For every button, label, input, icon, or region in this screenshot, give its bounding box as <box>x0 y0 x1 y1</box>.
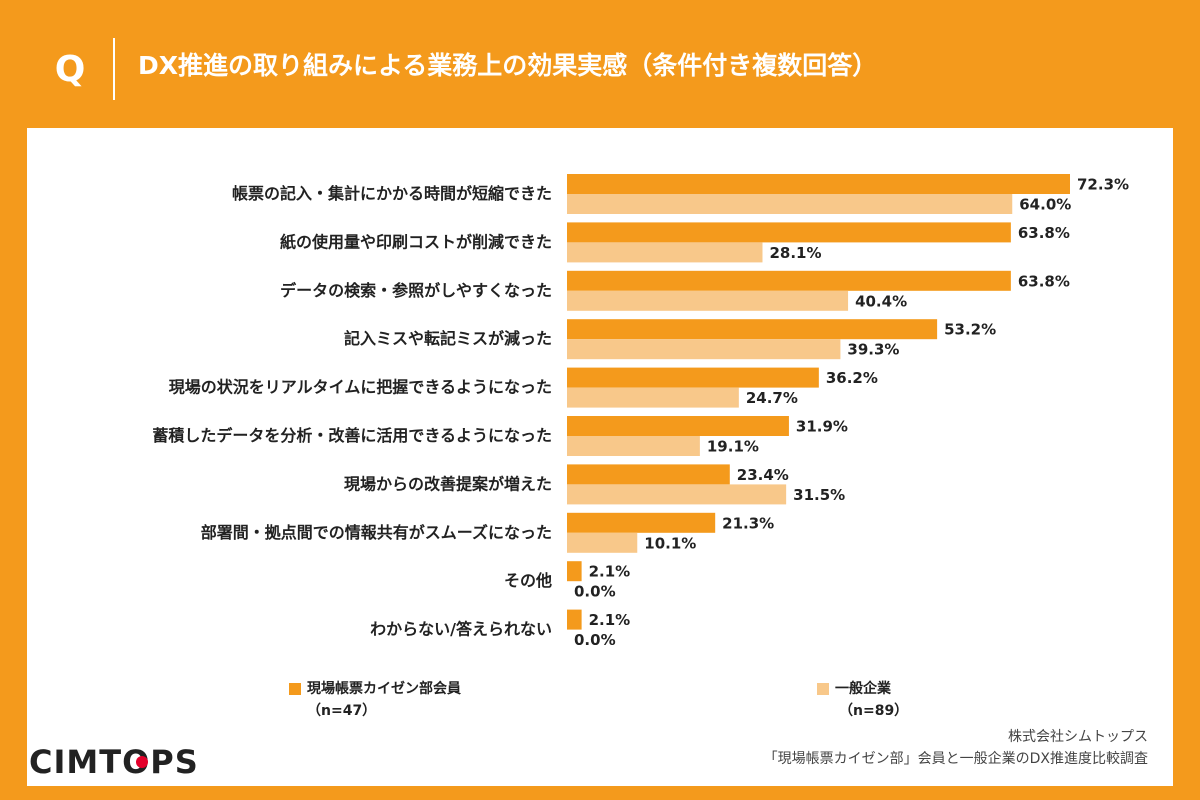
value-label: 0.0% <box>574 583 616 601</box>
category-label: 現場の状況をリアルタイムに把握できるようになった <box>169 378 552 397</box>
bar-primary <box>567 367 819 388</box>
bar-primary <box>567 222 1011 243</box>
source-survey: 「現場帳票カイゼン部」会員と一般企業のDX推進度比較調査 <box>763 751 1148 767</box>
category-label: データの検索・参照がしやすくなった <box>280 281 552 300</box>
company-logo: CIMTOPS <box>29 742 289 782</box>
bar-primary <box>567 416 789 436</box>
category-label: 現場からの改善提案が増えた <box>344 474 552 493</box>
chart-panel: 帳票の記入・集計にかかる時間が短縮できた 72.3% 64.0% 紙の使用量や印刷コス… <box>27 128 1173 786</box>
legend-label-secondary: 一般企業 <box>835 681 891 697</box>
bar-secondary <box>567 532 638 553</box>
category-label: 蓄積したデータを分析・改善に活用できるようになった <box>152 426 552 445</box>
category-label: 紙の使用量や印刷コストが削減できた <box>280 232 552 251</box>
header: Q DX推進の取り組みによる業務上の効果実感（条件付き複数回答） <box>0 0 1200 118</box>
value-label: 31.5% <box>793 486 845 504</box>
category-label: わからない/答えられない <box>370 620 552 639</box>
category-label: 部署間・拠点間での情報共有がスムーズになった <box>201 523 552 542</box>
bar-primary <box>567 270 1011 291</box>
source-note: 株式会社シムトップス 「現場帳票カイゼン部」会員と一般企業のDX推進度比較調査 <box>764 726 1148 770</box>
bar-primary <box>567 174 1070 194</box>
value-label: 63.8% <box>1018 272 1070 290</box>
value-label: 72.3% <box>1077 176 1129 194</box>
bar-primary <box>567 464 730 485</box>
legend-swatch-secondary <box>817 683 829 695</box>
bar-primary <box>567 561 582 582</box>
bar-secondary <box>567 242 763 263</box>
legend-count-secondary: （n=89） <box>839 703 909 719</box>
value-label: 2.1% <box>589 563 631 581</box>
page-title: DX推進の取り組みによる業務上の効果実感（条件付き複数回答） <box>138 51 878 80</box>
legend-swatch-primary <box>289 683 301 695</box>
bar-secondary <box>567 387 739 408</box>
value-label: 0.0% <box>574 631 616 649</box>
legend-label-primary: 現場帳票カイゼン部会員 <box>307 681 461 697</box>
bar-secondary <box>567 484 787 505</box>
source-company: 株式会社シムトップス <box>1008 729 1148 745</box>
value-label: 10.1% <box>644 534 696 552</box>
bar-secondary <box>567 339 841 360</box>
value-label: 23.4% <box>737 466 789 484</box>
logo-text: CIMTOPS <box>29 743 199 781</box>
bar-primary <box>567 609 582 630</box>
value-label: 40.4% <box>855 292 907 310</box>
value-label: 31.9% <box>796 418 848 436</box>
legend-count-primary: （n=47） <box>307 703 377 719</box>
logo-red-dot-icon <box>136 756 148 768</box>
value-label: 63.8% <box>1018 224 1070 242</box>
header-divider <box>113 38 115 100</box>
value-label: 21.3% <box>722 514 774 532</box>
bar-primary <box>567 512 716 533</box>
value-label: 39.3% <box>847 341 899 359</box>
value-label: 2.1% <box>589 611 631 629</box>
bar-secondary <box>567 194 1013 214</box>
value-label: 19.1% <box>707 438 759 456</box>
category-label: 帳票の記入・集計にかかる時間が短縮できた <box>232 184 552 203</box>
bar-secondary <box>567 436 700 456</box>
bar-secondary <box>567 290 849 311</box>
category-label: その他 <box>504 571 552 590</box>
bar-chart: 帳票の記入・集計にかかる時間が短縮できた 72.3% 64.0% 紙の使用量や印刷コス… <box>152 174 1129 649</box>
category-label: 記入ミスや転記ミスが減った <box>344 329 552 348</box>
bar-primary <box>567 319 938 340</box>
value-label: 36.2% <box>826 369 878 387</box>
value-label: 24.7% <box>746 389 798 407</box>
value-label: 64.0% <box>1019 196 1071 214</box>
value-label: 53.2% <box>944 321 996 339</box>
question-mark: Q <box>54 49 86 90</box>
value-label: 28.1% <box>769 244 821 262</box>
